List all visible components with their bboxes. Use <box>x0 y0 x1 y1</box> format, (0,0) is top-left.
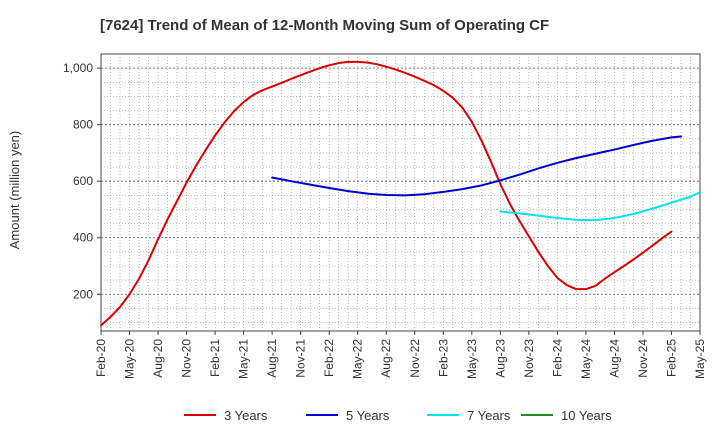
series-line-7-years <box>499 191 701 222</box>
x-tick-label: May-22 <box>351 339 365 379</box>
x-tick-label: Aug-21 <box>265 339 279 378</box>
y-axis-label: Amount (million yen) <box>7 131 22 250</box>
series-line-5-years <box>271 135 682 197</box>
x-tick-label: Aug-24 <box>607 339 621 378</box>
y-axis-ticks: 200 400 600 800 1,000 <box>63 61 101 301</box>
x-tick-label: Aug-20 <box>151 339 165 378</box>
x-tick-label: Nov-20 <box>180 339 194 378</box>
x-tick-label: Nov-23 <box>522 339 536 378</box>
y-tick-label: 600 <box>73 174 93 188</box>
x-tick-label: Feb-21 <box>208 339 222 377</box>
chart-title: [7624] Trend of Mean of 12-Month Moving … <box>100 17 549 34</box>
legend: 3 Years 5 Years 7 Years 10 Years <box>184 408 612 423</box>
legend-label: 7 Years <box>467 408 511 423</box>
x-tick-label: Feb-20 <box>94 339 108 377</box>
legend-label: 10 Years <box>561 408 612 423</box>
x-tick-label: Nov-24 <box>636 339 650 378</box>
series-layer <box>100 60 701 327</box>
x-tick-label: Nov-22 <box>408 339 422 378</box>
x-axis-ticks: Feb-20 May-20 Aug-20 Nov-20 Feb-21 May-21 Aug-… <box>94 331 707 379</box>
x-tick-label: Feb-23 <box>436 339 450 377</box>
grid-lines <box>101 54 700 331</box>
x-tick-label: Nov-21 <box>294 339 308 378</box>
x-tick-label: Feb-25 <box>664 339 678 377</box>
legend-label: 5 Years <box>346 408 390 423</box>
x-tick-label: May-25 <box>693 339 707 379</box>
x-tick-label: Feb-24 <box>550 339 564 377</box>
y-tick-label: 400 <box>73 231 93 245</box>
series-line-3-years <box>100 60 673 327</box>
x-tick-label: Aug-22 <box>379 339 393 378</box>
x-tick-label: May-23 <box>465 339 479 379</box>
plot-frame <box>100 53 701 332</box>
legend-label: 3 Years <box>224 408 268 423</box>
x-tick-label: May-20 <box>123 339 137 379</box>
x-tick-label: Feb-22 <box>322 339 336 377</box>
x-tick-label: May-21 <box>237 339 251 379</box>
y-tick-label: 800 <box>73 118 93 132</box>
y-tick-label: 200 <box>73 287 93 301</box>
y-tick-label: 1,000 <box>63 61 93 75</box>
x-tick-label: May-24 <box>579 339 593 379</box>
x-tick-label: Aug-23 <box>493 339 507 378</box>
plot-area <box>100 53 701 332</box>
